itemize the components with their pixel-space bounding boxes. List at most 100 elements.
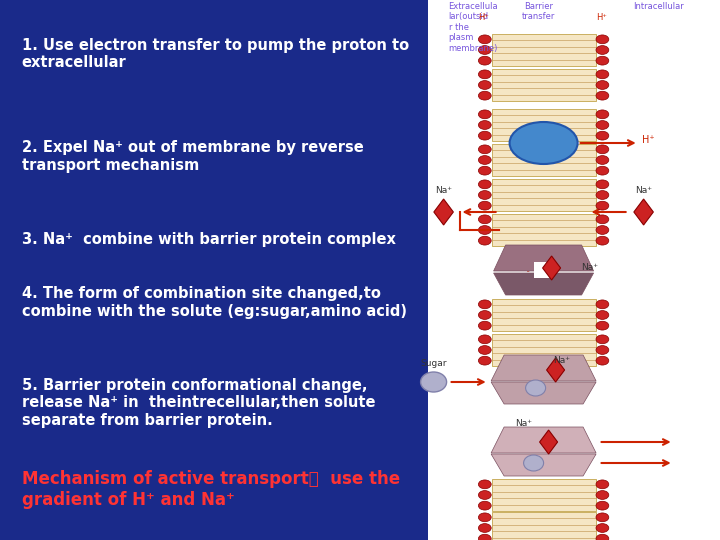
Polygon shape	[491, 427, 596, 453]
Bar	[428, 0, 720, 540]
Ellipse shape	[478, 335, 491, 344]
Bar	[492, 479, 595, 511]
Ellipse shape	[478, 356, 491, 365]
Text: H⁺: H⁺	[642, 135, 654, 145]
Ellipse shape	[596, 120, 609, 130]
Ellipse shape	[596, 310, 609, 319]
Ellipse shape	[596, 534, 609, 540]
Ellipse shape	[478, 300, 491, 309]
Ellipse shape	[478, 534, 491, 540]
Polygon shape	[546, 358, 564, 382]
Text: Na⁺: Na⁺	[635, 186, 652, 195]
Ellipse shape	[478, 226, 491, 234]
Bar	[492, 109, 595, 141]
Text: 3. Na⁺  combine with barrier protein complex: 3. Na⁺ combine with barrier protein comp…	[22, 232, 395, 247]
Polygon shape	[634, 199, 653, 225]
Ellipse shape	[478, 131, 491, 140]
Bar	[534, 262, 554, 278]
Ellipse shape	[596, 110, 609, 119]
Text: Barrier
transfer: Barrier transfer	[522, 2, 555, 22]
Ellipse shape	[596, 166, 609, 175]
Text: Na⁺: Na⁺	[582, 264, 598, 273]
Ellipse shape	[596, 145, 609, 154]
Ellipse shape	[478, 513, 491, 522]
Ellipse shape	[478, 501, 491, 510]
Ellipse shape	[596, 321, 609, 330]
Ellipse shape	[596, 335, 609, 344]
Ellipse shape	[478, 145, 491, 154]
Ellipse shape	[596, 501, 609, 510]
Ellipse shape	[596, 180, 609, 189]
Ellipse shape	[596, 91, 609, 100]
Text: Na⁺: Na⁺	[554, 356, 571, 365]
Ellipse shape	[596, 237, 609, 245]
Ellipse shape	[478, 491, 491, 500]
Ellipse shape	[596, 300, 609, 309]
Polygon shape	[543, 256, 561, 280]
Text: H⁺: H⁺	[478, 13, 489, 22]
Ellipse shape	[478, 480, 491, 489]
Ellipse shape	[596, 226, 609, 234]
Ellipse shape	[510, 122, 577, 164]
Ellipse shape	[478, 70, 491, 79]
Ellipse shape	[478, 180, 491, 189]
Ellipse shape	[478, 120, 491, 130]
Ellipse shape	[596, 131, 609, 140]
Ellipse shape	[596, 201, 609, 210]
Ellipse shape	[478, 156, 491, 164]
Bar	[492, 144, 595, 176]
Text: H⁺: H⁺	[596, 13, 607, 22]
Polygon shape	[491, 355, 596, 381]
Ellipse shape	[596, 80, 609, 90]
Text: Intracellular: Intracellular	[634, 2, 684, 11]
Bar	[492, 34, 595, 66]
Text: Na⁺: Na⁺	[515, 419, 532, 428]
Ellipse shape	[596, 56, 609, 65]
Text: Mechanism of active transport：  use the
gradient of H⁺ and Na⁺: Mechanism of active transport： use the g…	[22, 470, 400, 509]
Ellipse shape	[420, 372, 446, 392]
Ellipse shape	[478, 45, 491, 55]
Ellipse shape	[596, 215, 609, 224]
Text: 1. Use electron transfer to pump the proton to
extracellular: 1. Use electron transfer to pump the pro…	[22, 38, 409, 70]
Ellipse shape	[478, 346, 491, 354]
Polygon shape	[539, 430, 557, 454]
Text: Extracellula
lar(outsid
r the
plasm
membrane): Extracellula lar(outsid r the plasm memb…	[449, 2, 498, 52]
Bar	[492, 69, 595, 101]
Ellipse shape	[478, 524, 491, 532]
Ellipse shape	[478, 110, 491, 119]
Ellipse shape	[526, 380, 546, 396]
Bar	[492, 299, 595, 331]
Ellipse shape	[478, 91, 491, 100]
Ellipse shape	[596, 35, 609, 44]
Ellipse shape	[596, 356, 609, 365]
Text: Na⁺: Na⁺	[435, 186, 452, 195]
Ellipse shape	[596, 156, 609, 164]
Text: 4. The form of combination site changed,to
combine with the solute (eg:sugar,ami: 4. The form of combination site changed,…	[22, 286, 407, 319]
Ellipse shape	[478, 166, 491, 175]
Ellipse shape	[596, 480, 609, 489]
Ellipse shape	[478, 80, 491, 90]
Text: Sugar: Sugar	[420, 359, 447, 368]
Text: 2. Expel Na⁺ out of membrane by reverse
transport mechanism: 2. Expel Na⁺ out of membrane by reverse …	[22, 140, 364, 173]
Text: 5. Barrier protein conformational change,
release Na⁺ in  theintrecellular,then : 5. Barrier protein conformational change…	[22, 378, 375, 428]
Ellipse shape	[478, 201, 491, 210]
Ellipse shape	[478, 35, 491, 44]
Polygon shape	[494, 245, 593, 271]
Polygon shape	[434, 199, 454, 225]
Polygon shape	[491, 382, 596, 404]
Ellipse shape	[523, 455, 544, 471]
Bar	[492, 179, 595, 211]
Ellipse shape	[596, 513, 609, 522]
Ellipse shape	[596, 70, 609, 79]
Ellipse shape	[478, 310, 491, 319]
Ellipse shape	[478, 191, 491, 199]
Ellipse shape	[478, 215, 491, 224]
Bar	[492, 334, 595, 366]
Ellipse shape	[596, 191, 609, 199]
Polygon shape	[494, 273, 593, 295]
Ellipse shape	[478, 237, 491, 245]
Polygon shape	[491, 454, 596, 476]
Bar	[492, 214, 595, 246]
Ellipse shape	[596, 491, 609, 500]
Ellipse shape	[596, 524, 609, 532]
